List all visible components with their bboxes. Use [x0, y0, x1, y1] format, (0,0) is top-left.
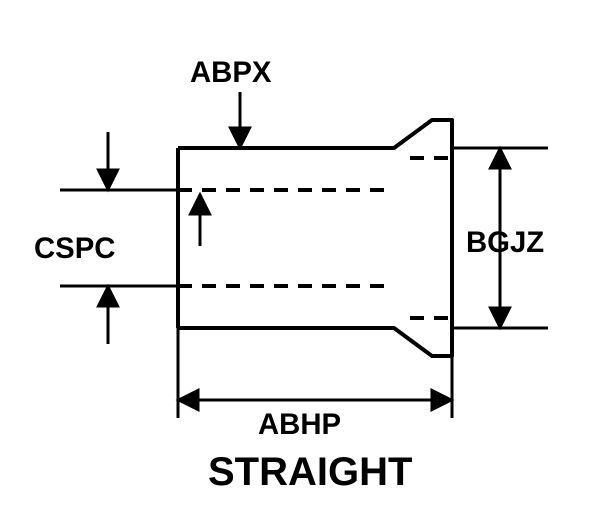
label-bgjz: BGJZ [466, 226, 544, 260]
label-abpx: ABPX [190, 56, 271, 90]
diagram-stage: ABPX CSPC BGJZ ABHP STRAIGHT [0, 0, 608, 528]
hidden-lines [178, 158, 452, 318]
label-abhp: ABHP [258, 408, 341, 442]
part-outline [178, 120, 452, 356]
label-title: STRAIGHT [208, 450, 412, 495]
label-cspc: CSPC [34, 232, 115, 266]
